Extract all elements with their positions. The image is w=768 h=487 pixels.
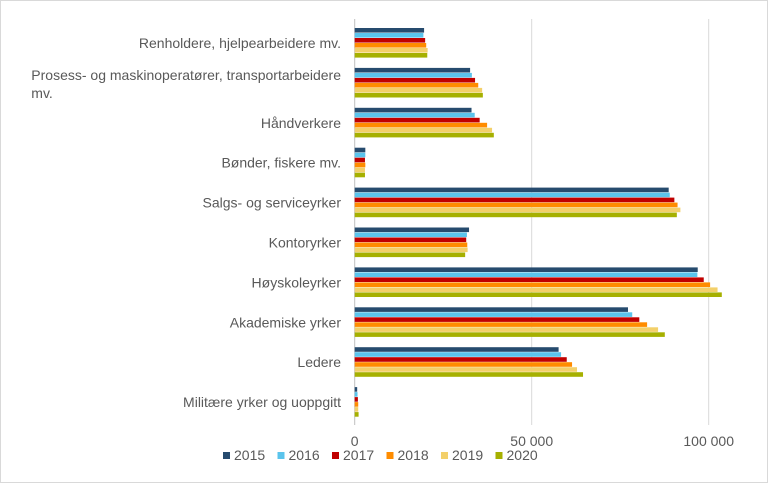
bar-2020-9 — [354, 412, 359, 417]
bar-2016-0 — [354, 33, 424, 38]
legend-label: 2020 — [507, 447, 538, 463]
bar-2015-4 — [354, 187, 669, 193]
bars — [354, 28, 722, 417]
legend-item-2018: 2018 — [386, 447, 429, 463]
category-label: Prosess- og maskinoperatører, transporta… — [31, 67, 341, 101]
bar-2019-7 — [354, 327, 659, 332]
bar-2015-5 — [354, 227, 470, 233]
bar-2018-1 — [354, 82, 479, 88]
bar-2017-7 — [354, 317, 640, 322]
category-label: Renholdere, hjelpearbeidere mv. — [139, 35, 341, 51]
x-tick-label: 0 — [351, 433, 359, 449]
bar-2015-7 — [354, 307, 628, 312]
bar-2018-5 — [354, 242, 468, 248]
bar-2020-4 — [354, 212, 677, 218]
legend-item-2019: 2019 — [441, 447, 483, 463]
bar-2017-0 — [354, 38, 426, 43]
bar-2019-5 — [354, 247, 468, 253]
bar-2019-8 — [354, 367, 578, 372]
bar-2018-7 — [354, 322, 648, 327]
category-label: Kontoryrker — [269, 235, 342, 251]
x-tick-label: 100 000 — [683, 433, 734, 449]
bar-2016-5 — [354, 232, 467, 238]
bar-2017-5 — [354, 237, 467, 243]
bar-2016-8 — [354, 352, 562, 357]
bar-2016-9 — [354, 392, 358, 397]
bar-2020-0 — [354, 53, 428, 58]
bar-2016-6 — [354, 272, 698, 277]
bar-2015-3 — [354, 147, 366, 153]
legend-label: 2015 — [234, 447, 265, 463]
legend-swatch — [277, 452, 285, 459]
category-label: Ledere — [297, 354, 341, 370]
legend-item-2016: 2016 — [277, 447, 320, 463]
category-label: Akademiske yrker — [230, 314, 342, 330]
bar-2020-5 — [354, 252, 466, 258]
legend-swatch — [495, 452, 503, 459]
bar-2015-1 — [354, 67, 471, 73]
bar-2019-3 — [354, 167, 365, 173]
bar-2017-1 — [354, 77, 476, 83]
legend: 2015 2016 2017 2018 2019 2020 — [223, 447, 538, 463]
bar-2018-0 — [354, 43, 427, 48]
category-label: Militære yrker og uoppgitt — [183, 394, 341, 410]
x-tick-label: 50 000 — [510, 433, 553, 449]
bar-2017-4 — [354, 197, 675, 203]
category-label: Salgs- og serviceyrker — [203, 195, 342, 211]
bar-2017-9 — [354, 397, 358, 402]
bar-2019-6 — [354, 287, 718, 292]
bar-2017-6 — [354, 277, 704, 282]
bar-2018-3 — [354, 162, 366, 168]
bar-2020-1 — [354, 92, 483, 98]
legend-label: 2016 — [289, 447, 320, 463]
bar-2018-6 — [354, 282, 711, 287]
bar-2015-2 — [354, 107, 472, 113]
bar-2015-9 — [354, 387, 358, 392]
category-label: Håndverkere — [261, 115, 341, 131]
bar-2020-8 — [354, 372, 584, 377]
legend-label: 2017 — [343, 447, 374, 463]
bar-2018-4 — [354, 202, 678, 208]
legend-swatch — [386, 452, 394, 459]
bar-2020-6 — [354, 292, 722, 297]
legend-label: 2018 — [398, 447, 429, 463]
bar-2018-8 — [354, 362, 573, 367]
bar-2017-3 — [354, 157, 365, 163]
legend-item-2017: 2017 — [332, 447, 374, 463]
bar-2018-9 — [354, 402, 359, 407]
category-label: Høyskoleyrker — [252, 274, 342, 290]
x-tick-labels: 0 50 000 100 000 — [351, 433, 734, 449]
legend-item-2015: 2015 — [223, 447, 265, 463]
legend-swatch — [223, 452, 230, 459]
bar-2016-4 — [354, 192, 670, 198]
category-labels: Renholdere, hjelpearbeidere mv. Prosess- … — [31, 35, 341, 410]
bar-2015-0 — [354, 28, 425, 33]
legend-item-2020: 2020 — [495, 447, 538, 463]
bar-2016-1 — [354, 72, 472, 78]
bar-2017-2 — [354, 117, 480, 123]
bar-2016-2 — [354, 112, 475, 118]
bar-2020-3 — [354, 172, 365, 178]
bar-2019-9 — [354, 407, 359, 412]
bar-2015-8 — [354, 347, 559, 352]
legend-swatch — [332, 452, 339, 459]
bar-2016-3 — [354, 152, 366, 158]
bar-2020-2 — [354, 132, 494, 138]
bar-2019-2 — [354, 127, 493, 133]
legend-swatch — [441, 452, 448, 459]
bar-2019-4 — [354, 207, 681, 213]
bar-2016-7 — [354, 312, 633, 317]
bar-2019-1 — [354, 87, 483, 93]
legend-label: 2019 — [452, 447, 483, 463]
bar-2019-0 — [354, 48, 428, 53]
bar-2018-2 — [354, 122, 488, 128]
bar-2015-6 — [354, 267, 698, 272]
bar-2020-7 — [354, 332, 665, 337]
category-label: Bønder, fiskere mv. — [221, 155, 341, 171]
bar-2017-8 — [354, 357, 567, 362]
